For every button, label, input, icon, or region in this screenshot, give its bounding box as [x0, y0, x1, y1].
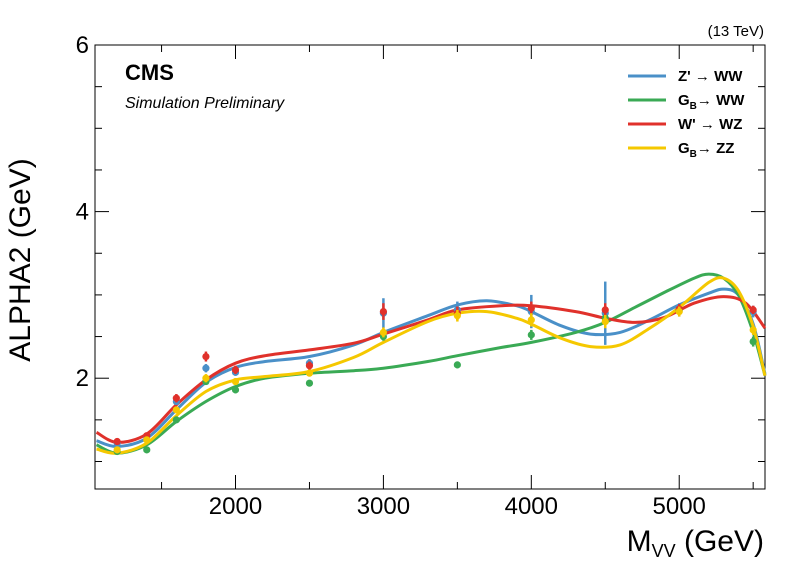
data-point: [202, 364, 210, 372]
data-point: [305, 362, 314, 370]
plot-frame: [94, 44, 766, 490]
series-curve: [95, 287, 767, 449]
data-point: [231, 377, 240, 386]
data-point: [202, 374, 210, 382]
data-point: [143, 446, 151, 454]
legend-entry-label: GB→ WW: [678, 92, 745, 112]
data-point: [749, 337, 757, 346]
legend-entry-label: W' → WZ: [678, 116, 742, 133]
data-point: [675, 307, 683, 316]
legend-entry-label: Z' → WW: [678, 68, 743, 85]
series-curve: [95, 272, 767, 455]
x-axis-title-main: M: [627, 525, 652, 558]
series-curve: [96, 276, 767, 455]
x-tick-label: 2000: [209, 493, 262, 520]
x-tick-label: 4000: [505, 493, 558, 520]
data-point: [113, 446, 121, 454]
data-point: [379, 328, 388, 336]
y-tick-label: 2: [76, 365, 89, 392]
data-point: [749, 326, 757, 334]
data-point: [172, 394, 180, 402]
axis-ticks: 2000 3000 4000 5000 2 4 6: [76, 32, 765, 520]
x-axis-title: MVV (GeV): [627, 525, 764, 561]
data-point: [379, 307, 388, 316]
fit-curves: [95, 272, 767, 455]
data-point: [143, 436, 151, 444]
y-axis-title: ALPHA2 (GeV): [4, 158, 37, 361]
data-point: [172, 416, 180, 424]
data-point: [172, 406, 180, 414]
data-point: [527, 304, 535, 312]
y-tick-label: 6: [76, 32, 89, 59]
data-point: [453, 361, 461, 369]
y-tick-label: 4: [76, 199, 89, 226]
data-point: [305, 369, 314, 377]
data-point: [527, 331, 535, 339]
legend-entry-label: GB→ ZZ: [678, 140, 734, 160]
data-point: [601, 317, 609, 326]
x-axis-title-sub: VV: [652, 541, 676, 561]
x-tick-label: 5000: [653, 493, 706, 520]
data-points: [113, 281, 757, 456]
status-label: Simulation Preliminary: [125, 95, 285, 112]
data-point: [305, 379, 314, 387]
data-point: [113, 437, 121, 446]
legend: Z' → WW GB→ WW W' → WZ GB→ ZZ: [628, 68, 745, 160]
data-point: [749, 306, 757, 314]
data-point: [202, 352, 210, 361]
data-point: [453, 312, 461, 320]
data-point: [231, 366, 240, 374]
x-axis-title-unit: (GeV): [676, 525, 764, 558]
data-point: [231, 386, 240, 394]
x-tick-label: 3000: [357, 493, 410, 520]
data-point: [527, 316, 535, 324]
data-point: [601, 306, 609, 314]
experiment-label: CMS: [125, 60, 174, 85]
energy-label: (13 TeV): [708, 23, 764, 40]
